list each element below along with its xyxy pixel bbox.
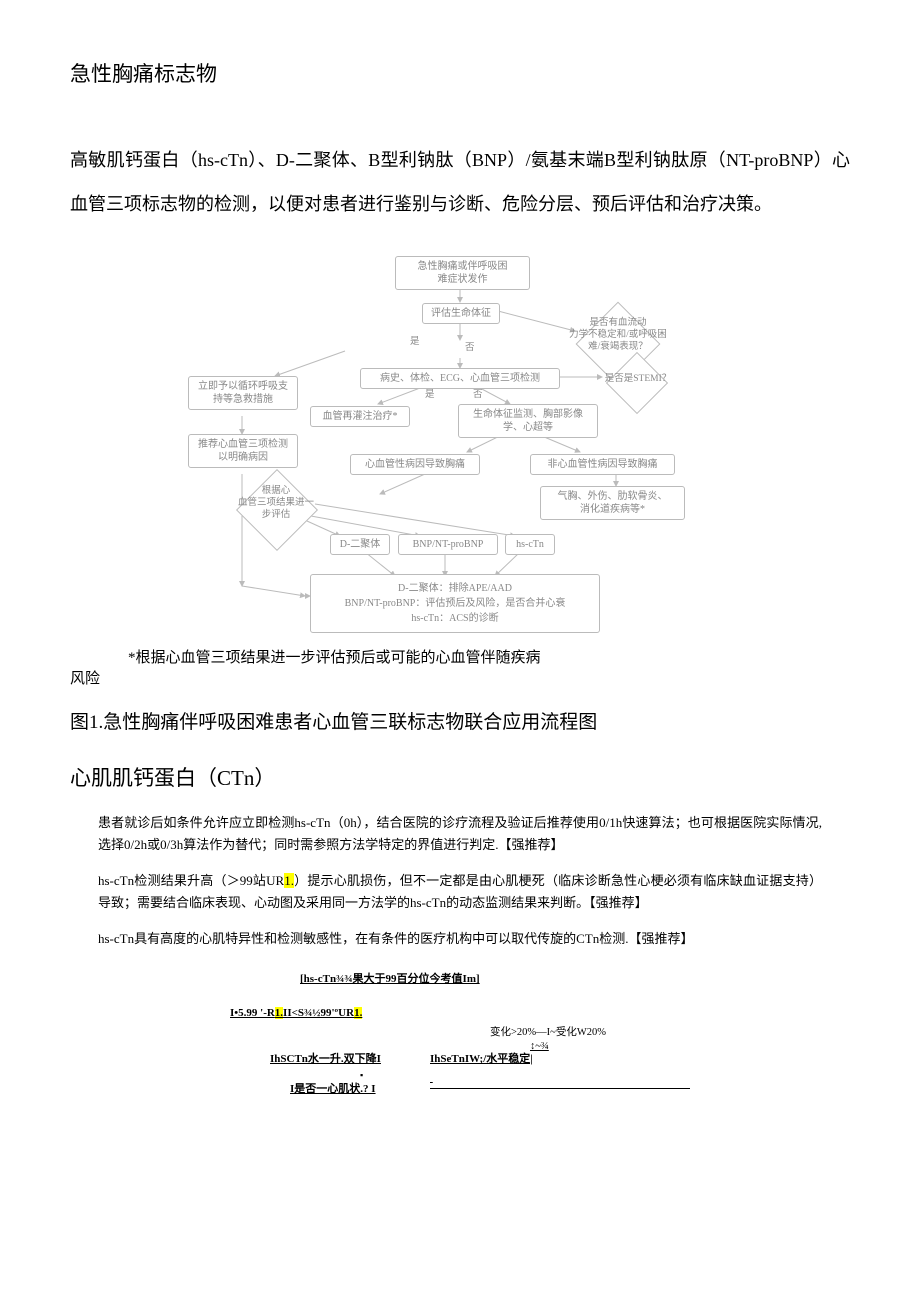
algo-l2hl2: 1. — [354, 1007, 362, 1019]
recommendation-3: hs-cTn具有高度的心肌特异性和检测敏感性，在有条件的医疗机构中可以取代传旋的… — [98, 928, 822, 950]
algo-line-3a: IhSCTn水一升.双下降I — [270, 1050, 381, 1069]
flow-node-emergency: 立即予以循环呼吸支持等急救措施 — [188, 376, 298, 410]
flow-node-other-causes: 气胸、外伤、肋软骨炎、消化道疾病等* — [540, 486, 685, 520]
flow-label-no-2: 否 — [473, 389, 483, 402]
flow-node-noncardiac-cause: 非心血管性病因导致胸痛 — [530, 454, 675, 475]
flow-final-1: D-二聚体：排除APE/AAD — [321, 581, 589, 596]
flow-node-history: 病史、体检、ECG、心血管三项检测 — [360, 368, 560, 389]
flow-diamond-hemodynamic-label: 是否有血流动力学不稳定和/或呼吸困难/衰竭表现？ — [568, 318, 668, 354]
recommendation-1: 患者就诊后如条件允许应立即检测hs-cTn（0h），结合医院的诊疗流程及验证后推… — [98, 812, 822, 856]
flow-node-monitor: 生命体征监测、胸部影像学、心超等 — [458, 404, 598, 438]
flow-label-yes-1: 是 — [410, 336, 420, 349]
flowchart: 急性胸痛或伴呼吸困难症状发作 评估生命体征 是否有血流动力学不稳定和/或呼吸困难… — [180, 256, 740, 636]
figure-footnote-line1: *根据心血管三项结果进一步评估预后或可能的心血管伴随疾病 — [128, 648, 850, 669]
figure-footnote: *根据心血管三项结果进一步评估预后或可能的心血管伴随疾病 风险 — [70, 648, 850, 690]
rec2-unit: 站UR — [253, 873, 284, 888]
algo-line-1: [hs-cTn¾¾果大于99百分位今考值Im] — [300, 970, 480, 989]
figure-caption: 图1.急性胸痛伴呼吸困难患者心血管三联标志物联合应用流程图 — [70, 710, 850, 737]
flow-node-vital: 评估生命体征 — [422, 303, 500, 324]
flow-box-hsctn: hs-cTn — [505, 534, 555, 555]
flow-diamond-stemi-label: 是否是STEMI？ — [598, 374, 678, 386]
flow-box-ddimer: D-二聚体 — [330, 534, 390, 555]
rec2-part-a: hs-cTn检测结果升高（＞99 — [98, 873, 253, 888]
recommendation-2: hs-cTn检测结果升高（＞99站UR1.）提示心肌损伤，但不一定都是由心肌梗死… — [98, 870, 822, 914]
algo-l2b: II<S¾½99'ºUR — [283, 1007, 354, 1019]
flow-node-reperfusion: 血管再灌注治疗* — [310, 406, 410, 427]
algo-l2hl1: 1. — [275, 1007, 283, 1019]
flow-diamond-assess-label: 根据心血管三项结果进一步评估 — [226, 486, 326, 522]
flow-label-yes-2: 是 — [425, 389, 435, 402]
flow-label-no-1: 否 — [465, 342, 475, 355]
flow-final-box: D-二聚体：排除APE/AAD BNP/NT-proBNP：评估预后及风险，是否… — [310, 574, 600, 633]
section-heading-ctn: 心肌肌钙蛋白（CTn） — [70, 764, 850, 793]
flow-final-3: hs-cTn：ACS的诊断 — [321, 611, 589, 626]
algo-line-4: I是否一心肌状.? I — [290, 1080, 376, 1099]
page-title: 急性胸痛标志物 — [70, 60, 850, 89]
flow-final-2: BNP/NT-proBNP：评估预后及风险，是否合并心衰 — [321, 596, 589, 611]
figure-footnote-line2: 风险 — [70, 671, 100, 687]
algo-line-3b: IhSeTnIW;/水平稳定| — [430, 1050, 750, 1088]
intro-paragraph: 高敏肌钙蛋白（hs-cTn）、D-二聚体、B型利钠肽（BNP）/氨基末端B型利钠… — [70, 139, 850, 225]
algo-l2a: I•5.99 '-R — [230, 1007, 275, 1019]
algo-l3b-text: IhSeTnIW;/水平稳定| — [430, 1053, 533, 1065]
rec2-highlight: 1. — [284, 873, 294, 888]
algorithm-block: [hs-cTn¾¾果大于99百分位今考值Im] I•5.99 '-R1.II<S… — [230, 970, 750, 1120]
flow-box-bnp: BNP/NT-proBNP — [398, 534, 498, 555]
flow-node-recommend: 推荐心血管三项检测以明确病因 — [188, 434, 298, 468]
flow-node-start: 急性胸痛或伴呼吸困难症状发作 — [395, 256, 530, 290]
flow-node-cardiac-cause: 心血管性病因导致胸痛 — [350, 454, 480, 475]
algo-line-2: I•5.99 '-R1.II<S¾½99'ºUR1. — [230, 1004, 362, 1023]
